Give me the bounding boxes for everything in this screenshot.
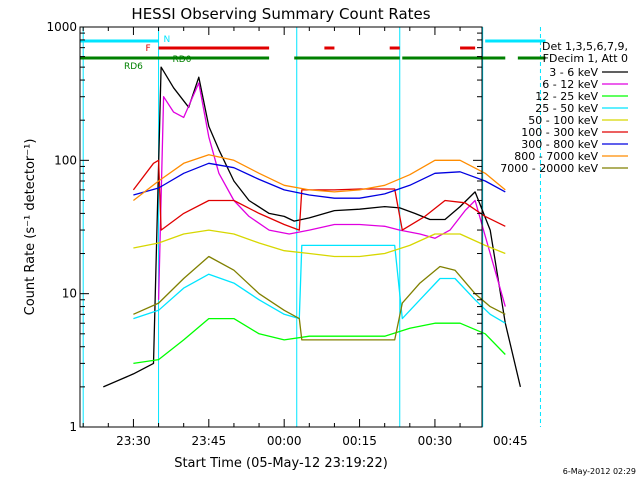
series-line bbox=[157, 82, 506, 307]
y-tick-label: 1000 bbox=[46, 20, 77, 34]
series-line bbox=[133, 229, 506, 258]
y-axis-label: Count Rate (s⁻¹ detector⁻¹) bbox=[23, 139, 38, 316]
legend-label: 6 - 12 keV bbox=[542, 78, 598, 91]
legend-label: 12 - 25 keV bbox=[535, 90, 598, 103]
series-line bbox=[133, 317, 506, 365]
x-tick-label: 00:00 bbox=[267, 434, 302, 448]
x-tick-label: 23:45 bbox=[192, 434, 227, 448]
y-tick-label: 10 bbox=[62, 287, 77, 301]
y-tick-label: 1 bbox=[69, 420, 77, 434]
x-tick-label: 00:45 bbox=[493, 434, 528, 448]
legend-label: 3 - 6 keV bbox=[549, 66, 598, 79]
x-tick-label: 23:30 bbox=[116, 434, 151, 448]
flag-label: RD6 bbox=[124, 62, 143, 72]
chart-title: HESSI Observing Summary Count Rates bbox=[131, 5, 430, 23]
flag-label: RD0 bbox=[173, 55, 192, 65]
x-tick-label: 00:15 bbox=[342, 434, 377, 448]
flag-label: F bbox=[146, 44, 151, 54]
legend-header: Det 1,3,5,6,7,9, bbox=[542, 40, 628, 53]
series-line bbox=[103, 66, 522, 388]
series-line bbox=[133, 255, 506, 341]
flag-label: N bbox=[164, 35, 171, 45]
series-line bbox=[133, 244, 506, 324]
plot-frame bbox=[79, 26, 483, 428]
axes: 23:30 23:45 00:00 00:15 00:30 00:45 1 10 100 1000 bbox=[46, 20, 527, 448]
series-line bbox=[133, 154, 506, 202]
x-tick-label: 00:30 bbox=[418, 434, 453, 448]
legend-label: 25 - 50 keV bbox=[535, 102, 598, 115]
legend-label: 300 - 800 keV bbox=[521, 138, 598, 151]
y-tick-label: 100 bbox=[54, 153, 77, 167]
legend-header: FDecim 1, Att 0 bbox=[543, 52, 628, 65]
x-axis-label: Start Time (05-May-12 23:19:22) bbox=[174, 456, 388, 471]
series-line bbox=[132, 159, 506, 231]
legend-label: 800 - 7000 keV bbox=[514, 150, 598, 163]
legend-label: 7000 - 20000 keV bbox=[500, 162, 598, 175]
series-line bbox=[133, 162, 506, 199]
timestamp: 6-May-2012 02:29 bbox=[563, 467, 636, 476]
plot-area: N F RD0 RD6 bbox=[80, 27, 546, 427]
legend-label: 50 - 100 keV bbox=[528, 114, 598, 127]
legend: Det 1,3,5,6,7,9,FDecim 1, Att 03 - 6 keV… bbox=[500, 40, 628, 175]
legend-label: 100 - 300 keV bbox=[521, 126, 598, 139]
